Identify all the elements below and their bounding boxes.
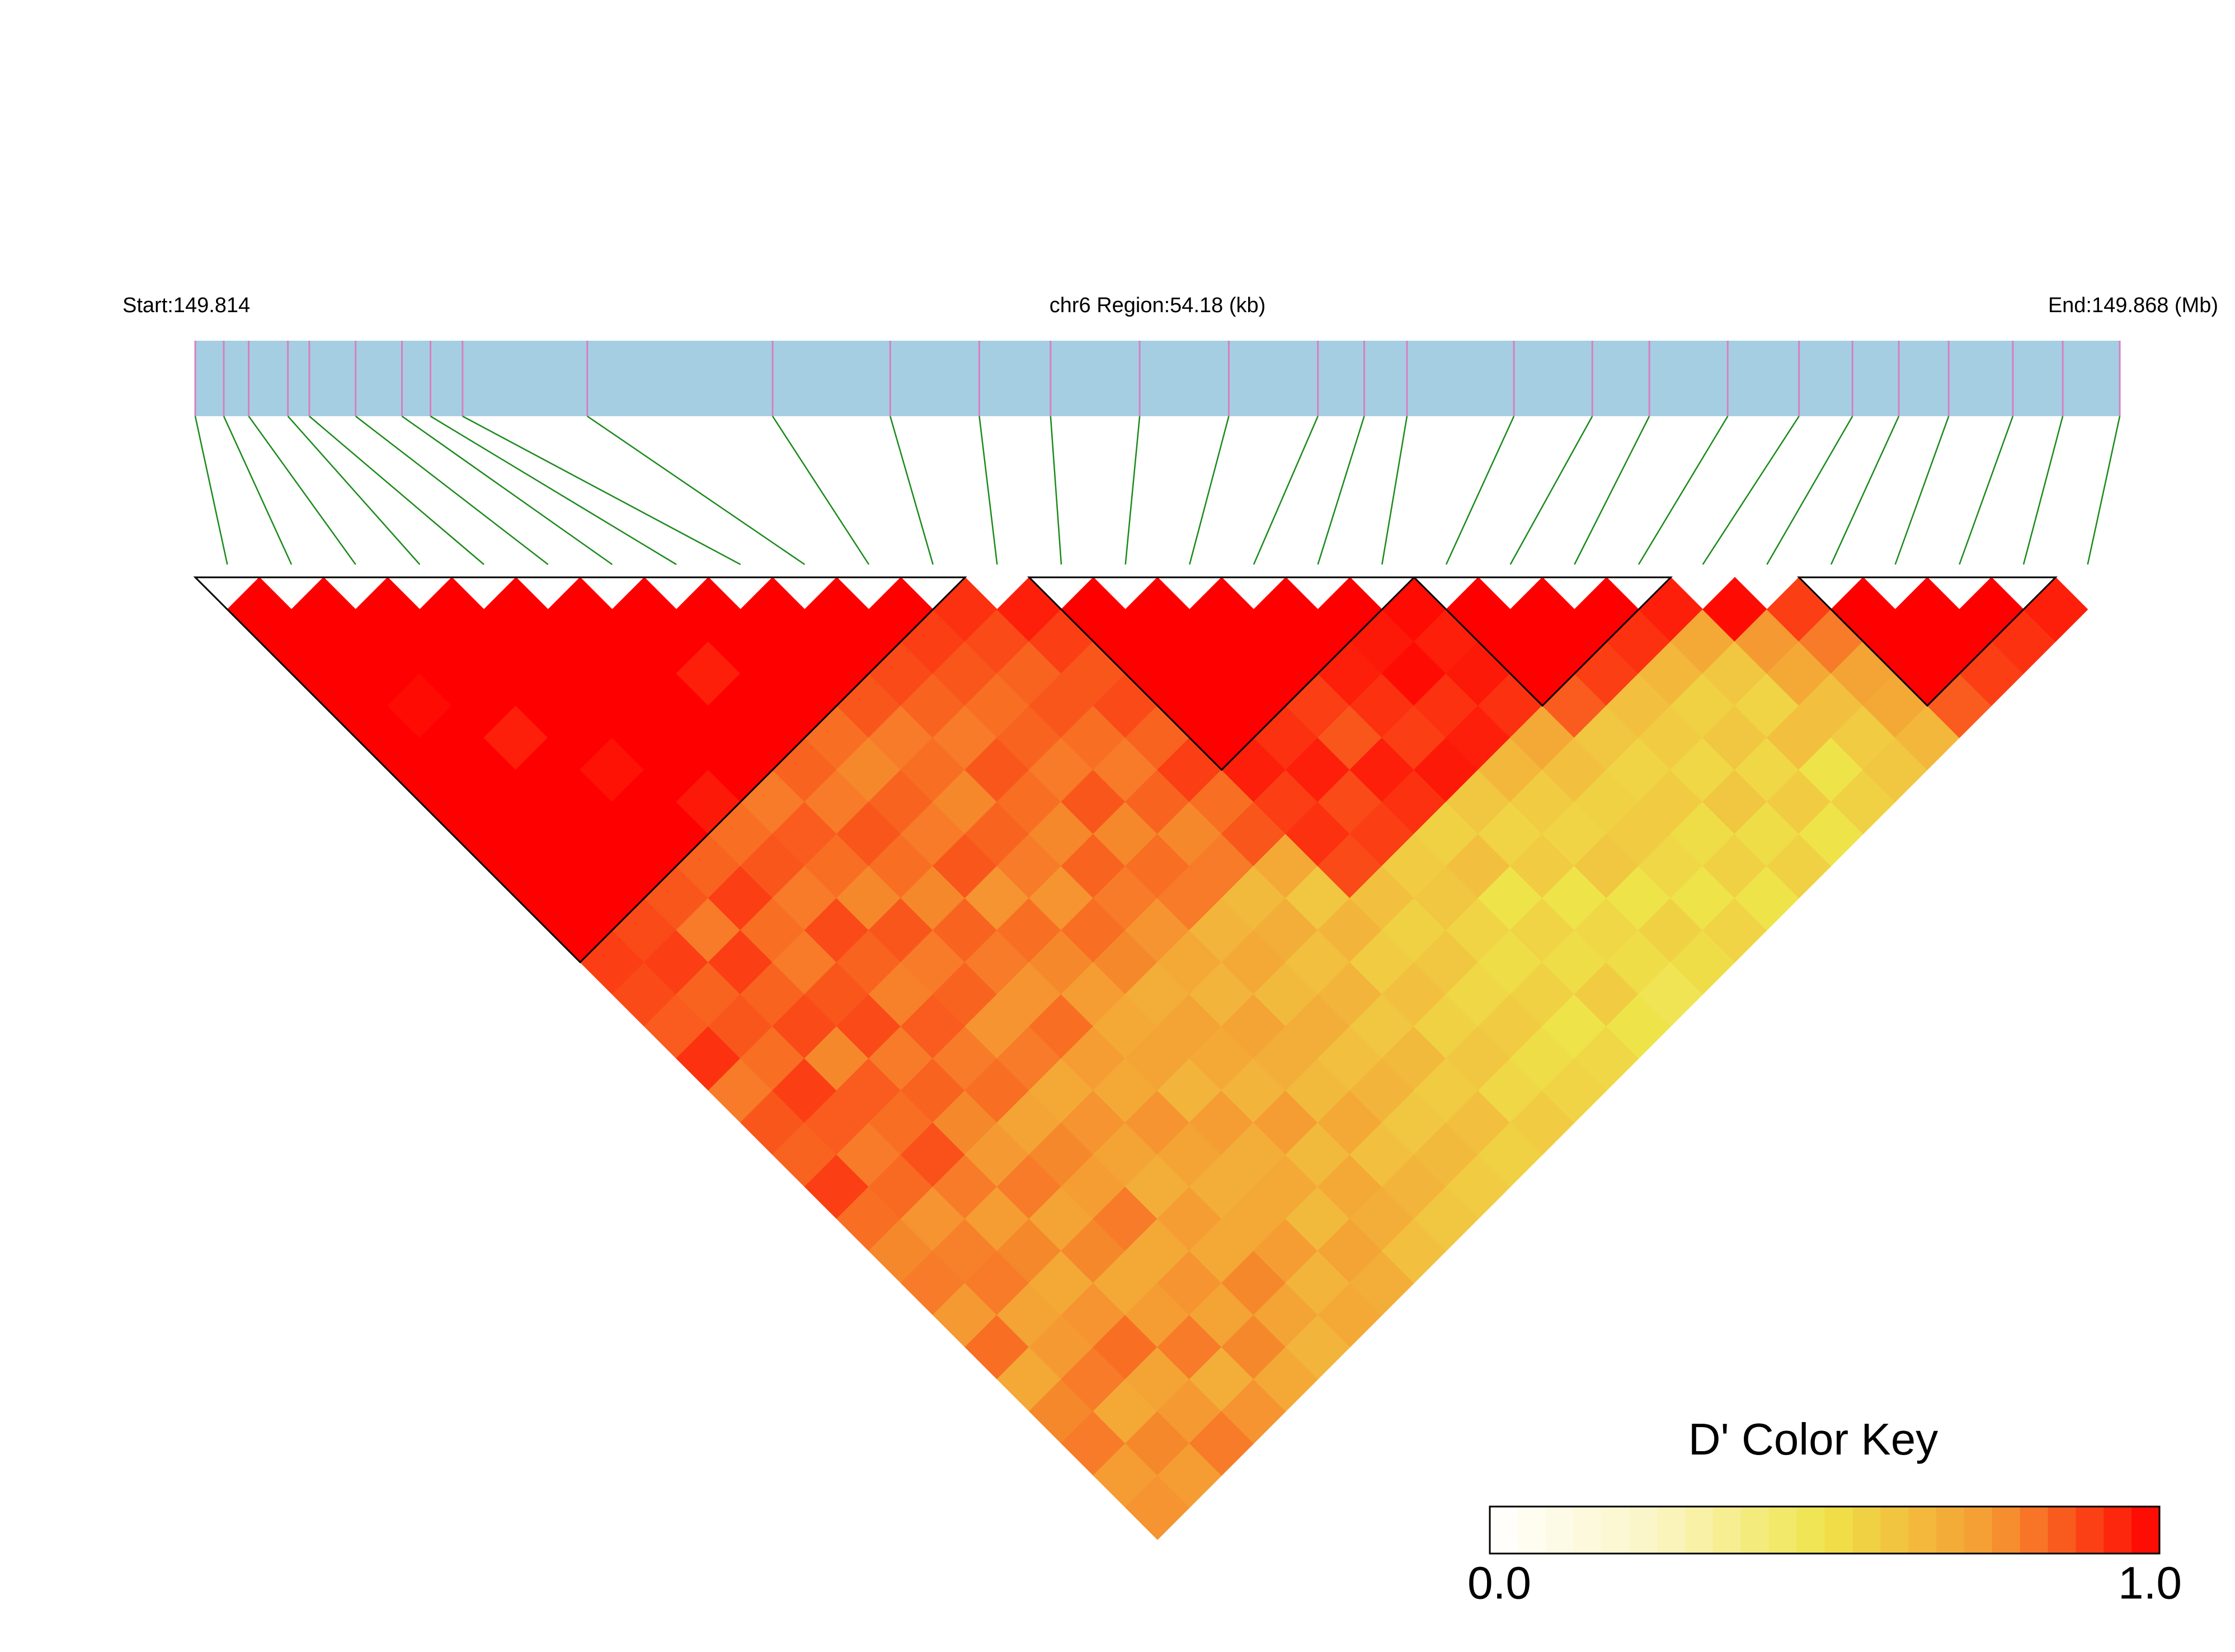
- snp-connector: [890, 416, 934, 565]
- color-key-step: [2048, 1507, 2076, 1554]
- snp-connector: [771, 416, 870, 565]
- ld-block: [1797, 576, 2058, 707]
- ld-block: [1412, 576, 1673, 707]
- color-key-step: [1796, 1507, 1825, 1554]
- snp-connector: [1766, 416, 1853, 565]
- color-key-step: [1601, 1507, 1630, 1554]
- color-key-step: [1852, 1507, 1881, 1554]
- ld-block: [193, 576, 967, 964]
- color-key-step: [2104, 1507, 2132, 1554]
- snp-connector: [248, 416, 356, 565]
- snp-connector: [1317, 416, 1365, 565]
- snp-connector: [2087, 416, 2121, 565]
- snp-connector: [1959, 416, 2014, 565]
- color-key-step: [2076, 1507, 2104, 1554]
- snp-connector: [1702, 416, 1800, 565]
- snp-connector: [1189, 416, 1230, 565]
- color-key-step: [1490, 1507, 1518, 1554]
- snp-connector: [1253, 416, 1319, 565]
- snp-connector: [355, 416, 549, 565]
- color-key-frame: [1489, 1505, 2161, 1555]
- snp-connector: [978, 416, 998, 565]
- color-key-label: 0.0: [1467, 1558, 1531, 1609]
- position-bar: [195, 341, 2120, 416]
- color-key-title: D' Color Key: [1688, 1414, 1938, 1464]
- color-key-step: [2020, 1507, 2048, 1554]
- snp-connector: [194, 416, 228, 565]
- snp-connector: [1574, 416, 1650, 565]
- color-key-step: [1824, 1507, 1853, 1554]
- start-label: Start:149.814: [123, 294, 250, 317]
- snp-connector: [223, 416, 293, 565]
- color-key-step: [1936, 1507, 1965, 1554]
- color-key-step: [1517, 1507, 1546, 1554]
- color-key-step: [1768, 1507, 1798, 1554]
- snp-connector: [309, 416, 484, 565]
- color-key-step: [1685, 1507, 1714, 1554]
- color-key-label: 1.0: [2118, 1558, 2182, 1609]
- snp-connector: [1638, 416, 1729, 565]
- snp-connector: [2022, 416, 2064, 565]
- color-key-step: [1713, 1507, 1742, 1554]
- snp-connector: [1894, 416, 1950, 565]
- snp-connector: [1124, 416, 1141, 565]
- snp-connector: [1381, 416, 1408, 565]
- snp-connector: [1445, 416, 1515, 565]
- snp-connector: [401, 415, 613, 566]
- color-key-step: [1629, 1507, 1658, 1554]
- end-label: End:149.868 (Mb): [2048, 294, 2218, 317]
- ld-block: [1027, 576, 1417, 771]
- color-key-step: [2132, 1507, 2160, 1554]
- snp-connector: [587, 415, 806, 566]
- snp-connector: [1050, 416, 1062, 565]
- color-key-step: [1545, 1507, 1574, 1554]
- color-key-step: [1992, 1507, 2021, 1554]
- region-label: chr6 Region:54.18 (kb): [1050, 294, 1266, 317]
- snp-connector: [287, 416, 421, 565]
- color-key-step: [1908, 1507, 1937, 1554]
- color-key-step: [1880, 1507, 1909, 1554]
- color-key-step: [1657, 1507, 1686, 1554]
- snp-connector: [430, 415, 677, 566]
- snp-connector: [1830, 416, 1900, 565]
- snp-connector: [1509, 416, 1593, 565]
- color-key-step: [1573, 1507, 1602, 1554]
- color-key-step: [1964, 1507, 1993, 1554]
- snp-connector: [462, 415, 741, 566]
- color-key-step: [1740, 1507, 1770, 1554]
